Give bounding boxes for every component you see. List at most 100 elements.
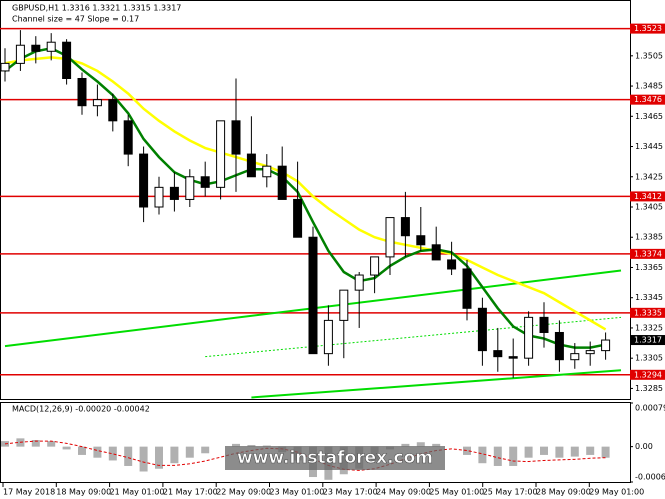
macd-bar	[185, 446, 194, 458]
macd-bar	[93, 446, 102, 458]
candle-body	[416, 235, 426, 246]
macd-bar	[432, 443, 441, 447]
current-price-tag	[630, 335, 665, 346]
macd-bar	[555, 446, 564, 458]
macd-bar	[62, 446, 71, 450]
candle-body	[493, 350, 503, 358]
candle-body	[447, 259, 457, 270]
level-tag	[630, 307, 665, 318]
candle-body	[431, 244, 441, 261]
level-tag	[630, 369, 665, 380]
level-label: 1.3335	[634, 308, 662, 317]
chart-subtitle: Channel size = 47 Slope = 0.17	[12, 15, 139, 24]
macd-bar	[201, 446, 210, 454]
chart-title: GBPUSD,H1 1.3316 1.3321 1.3315 1.3317	[12, 4, 181, 13]
macd-bar	[570, 446, 579, 457]
watermark: www.instaforex.com	[237, 448, 433, 468]
x-tick-label: 28 May 09:00	[536, 488, 591, 497]
candle-body	[477, 307, 487, 352]
y-tick-label: 1.3425	[635, 172, 663, 181]
candle-body	[601, 339, 611, 352]
level-label: 1.3476	[634, 95, 662, 104]
macd-bar	[108, 446, 117, 461]
candle-body	[169, 186, 179, 200]
y-tick-label: 1.3505	[635, 51, 663, 60]
y-tick-label: 1.3365	[635, 263, 663, 272]
macd-bar	[47, 441, 56, 447]
x-tick-label: 23 May 17:00	[323, 488, 378, 497]
candle-body	[246, 153, 256, 178]
macd-bar	[232, 443, 240, 447]
moving-average	[4, 56, 607, 331]
level-tag	[630, 23, 665, 34]
macd-bar	[524, 446, 533, 458]
macd-bar	[78, 446, 86, 455]
macd-bar	[401, 443, 410, 447]
candle-body	[200, 176, 210, 188]
candle-body	[524, 316, 534, 359]
candle-body	[462, 268, 472, 309]
macd-y-tick-label: 0.00	[635, 442, 653, 451]
macd-y-tick-label: 0.00079	[635, 404, 665, 413]
candle-body	[185, 176, 195, 200]
candle-body	[508, 356, 518, 359]
level-label: 1.3412	[634, 192, 662, 201]
candle-body	[293, 198, 303, 238]
y-tick-label: 1.3385	[635, 233, 663, 242]
level-tag	[630, 248, 665, 259]
macd-bar	[124, 446, 133, 466]
y-tick-label: 1.3405	[635, 203, 663, 212]
candle-body	[277, 165, 287, 200]
candle-body	[585, 350, 595, 355]
candle-body	[108, 99, 118, 122]
candle-body	[77, 77, 87, 107]
moving-average	[4, 46, 606, 349]
x-tick-label: 22 May 09:00	[216, 488, 271, 497]
macd-bar	[155, 446, 163, 469]
candle-body	[231, 120, 241, 155]
macd-bar	[493, 446, 502, 466]
candle-body	[31, 44, 41, 52]
macd-bar	[170, 446, 179, 464]
x-tick-label: 21 May 01:00	[110, 488, 165, 497]
y-tick-label: 1.3305	[635, 354, 663, 363]
x-tick-label: 29 May 01:00	[589, 488, 644, 497]
candle-body	[400, 217, 410, 237]
macd-bar	[601, 446, 610, 458]
candle-body	[62, 41, 72, 79]
candle-body	[323, 319, 333, 355]
macd-y-tick-label: -0.00064	[635, 473, 665, 482]
candle-body	[339, 289, 349, 321]
candle-body	[123, 120, 133, 155]
x-tick-label: 25 May 17:00	[483, 488, 538, 497]
channel-line	[251, 369, 622, 399]
macd-bar	[463, 446, 471, 455]
x-tick-label: 25 May 01:00	[429, 488, 484, 497]
macd-bar	[31, 440, 40, 447]
macd-bar	[509, 446, 518, 466]
candle-body	[15, 44, 25, 64]
x-tick-label: 23 May 01:00	[270, 488, 325, 497]
macd-bar	[586, 446, 595, 455]
y-tick-label: 1.3485	[635, 82, 663, 91]
candle-body	[354, 274, 364, 291]
candle-body	[46, 41, 56, 52]
macd-title: MACD(12,26,9) -0.00020 -0.00042	[12, 405, 150, 414]
x-tick-label: 21 May 17:00	[163, 488, 218, 497]
level-tag	[630, 191, 665, 202]
candle-body	[385, 217, 395, 258]
level-label: 1.3294	[634, 370, 662, 379]
y-tick-label: 1.3465	[635, 112, 663, 121]
candle-body	[154, 186, 164, 208]
watermark-band	[225, 446, 445, 470]
candle-body	[92, 99, 102, 107]
candle-body	[554, 331, 564, 361]
x-tick-label: 18 May 09:00	[56, 488, 111, 497]
macd-bar	[247, 444, 256, 447]
level-tag	[630, 94, 665, 105]
macd-bar	[416, 442, 425, 447]
macd-bar	[139, 446, 148, 472]
level-label: 1.3523	[634, 24, 662, 33]
level-label: 1.3374	[634, 249, 662, 258]
